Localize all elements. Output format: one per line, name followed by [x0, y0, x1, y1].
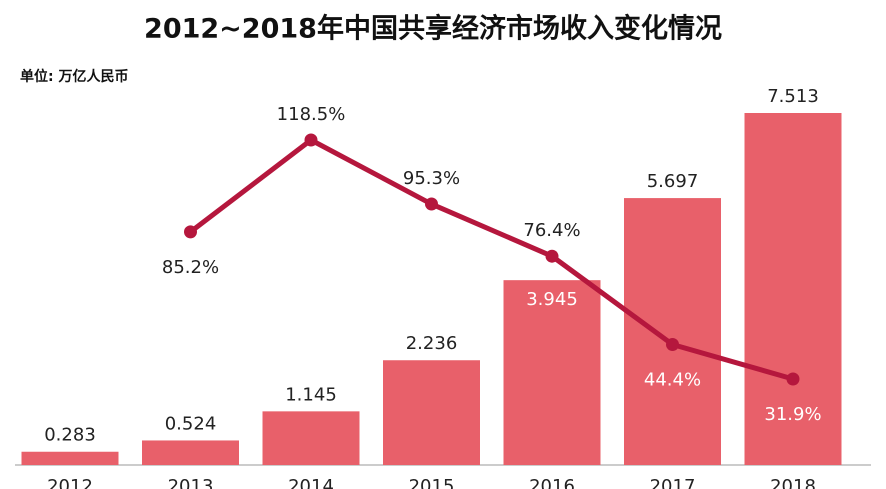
chart-title: 2012~2018年中国共享经济市场收入变化情况: [144, 13, 722, 45]
line-point: [666, 338, 679, 352]
line-value-label: 44.4%: [644, 370, 701, 391]
bar: [142, 440, 239, 465]
bar: [21, 451, 119, 465]
x-tick-label: 2013: [168, 476, 214, 489]
bar-value-label: 7.513: [767, 86, 819, 107]
bar-value-label: 1.145: [285, 384, 337, 405]
bar-value-label: 3.945: [526, 289, 578, 310]
line-value-label: 95.3%: [403, 168, 460, 189]
line-value-label: 118.5%: [277, 104, 346, 125]
line-point: [425, 197, 438, 211]
line-point: [786, 372, 800, 386]
line-point: [545, 249, 559, 263]
x-tick-label: 2018: [770, 476, 816, 489]
bar-value-label: 0.524: [165, 413, 217, 434]
line-point: [304, 133, 318, 147]
bar-value-label: 2.236: [406, 333, 458, 354]
x-tick-label: 2016: [529, 476, 575, 489]
x-tick-label: 2012: [47, 476, 93, 489]
bar: [503, 280, 601, 465]
line-value-label: 85.2%: [162, 257, 219, 278]
x-tick-label: 2017: [650, 476, 696, 489]
x-tick-label: 2015: [409, 476, 455, 489]
x-tick-label: 2014: [288, 476, 334, 489]
line-value-label: 31.9%: [764, 404, 821, 425]
bar-value-label: 5.697: [647, 171, 699, 192]
chart-subtitle: 单位: 万亿人民币: [20, 68, 128, 85]
line: [188, 137, 794, 382]
bar-value-label: 0.283: [44, 425, 96, 446]
bar: [262, 411, 360, 465]
line-value-label: 76.4%: [523, 220, 580, 241]
bar: [624, 198, 721, 466]
line-point: [184, 225, 197, 239]
bar: [383, 360, 480, 465]
bar: [744, 113, 842, 465]
